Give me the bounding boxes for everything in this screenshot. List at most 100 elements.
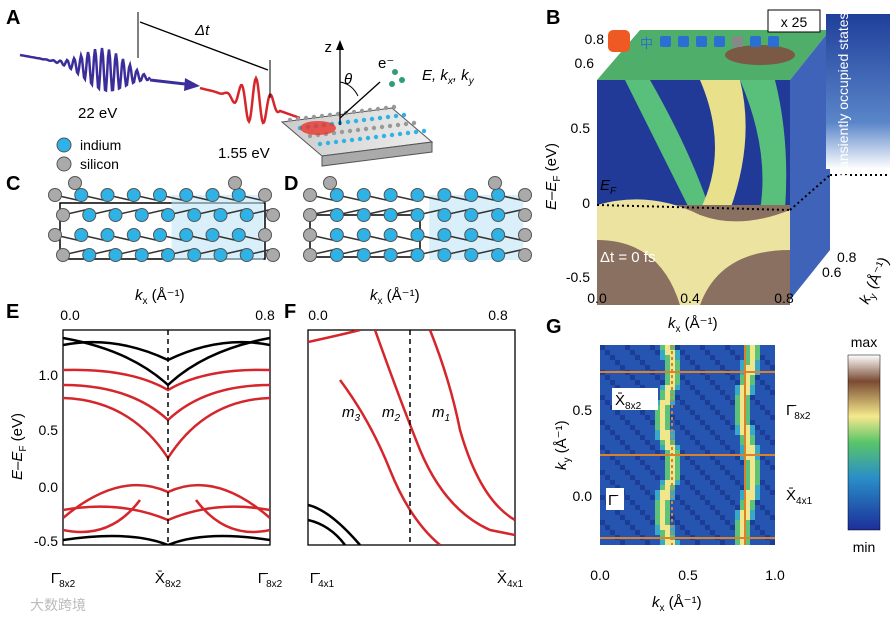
map-cell <box>765 405 770 410</box>
text: 2 <box>394 413 401 424</box>
x-tick-label: 0.0 <box>590 567 610 583</box>
map-cell <box>755 345 760 350</box>
map-cell <box>695 530 700 535</box>
map-cell <box>765 480 770 485</box>
map-cell <box>720 485 725 490</box>
text: 3 <box>355 413 361 424</box>
map-cell <box>625 490 630 495</box>
map-cell <box>750 480 755 485</box>
text: X̄ <box>786 487 796 504</box>
map-cell <box>735 395 740 400</box>
map-cell <box>750 425 755 430</box>
map-cell <box>660 395 665 400</box>
map-cell <box>630 525 635 530</box>
map-cell <box>605 420 610 425</box>
map-cell <box>645 445 650 450</box>
map-cell <box>625 465 630 470</box>
x-tick-label: 1.0 <box>765 567 785 583</box>
map-cell <box>635 460 640 465</box>
map-cell <box>755 480 760 485</box>
map-cell <box>765 450 770 455</box>
map-cell <box>675 470 680 475</box>
atom <box>153 228 167 242</box>
map-cell <box>635 500 640 505</box>
map-cell <box>755 505 760 510</box>
map-cell <box>635 480 640 485</box>
map-cell <box>620 445 625 450</box>
y-tick-label: 1.0 <box>39 367 59 383</box>
map-cell <box>640 475 645 480</box>
atom <box>363 126 369 132</box>
map-cell <box>695 380 700 385</box>
map-cell <box>610 355 615 360</box>
map-cell <box>675 425 680 430</box>
map-cell <box>720 540 725 545</box>
map-cell <box>650 490 655 495</box>
atom <box>341 138 347 144</box>
map-cell <box>730 345 735 350</box>
map-cell <box>745 540 750 545</box>
map-cell <box>730 430 735 435</box>
map-cell <box>740 500 745 505</box>
map-cell <box>715 385 720 390</box>
map-cell <box>700 405 705 410</box>
map-cell <box>700 380 705 385</box>
atom <box>387 123 393 129</box>
atom <box>356 188 371 202</box>
arrowhead <box>184 78 200 91</box>
map-cell <box>720 400 725 405</box>
map-cell <box>670 360 675 365</box>
map-cell <box>650 450 655 455</box>
map-cell <box>660 470 665 475</box>
map-cell <box>720 445 725 450</box>
atom <box>518 248 532 262</box>
text: (Å⁻¹) <box>148 287 185 304</box>
map-cell <box>670 520 675 525</box>
text: 4x1 <box>796 496 813 507</box>
map-cell <box>640 530 645 535</box>
map-cell <box>655 440 660 445</box>
map-cell <box>675 520 680 525</box>
atom <box>464 248 479 262</box>
label-bg <box>606 488 624 510</box>
map-cell <box>650 420 655 425</box>
atom <box>339 129 345 135</box>
map-cell <box>675 460 680 465</box>
map-cell <box>730 380 735 385</box>
atom <box>303 248 317 262</box>
map-cell <box>630 510 635 515</box>
map-cell <box>615 430 620 435</box>
map-cell <box>750 365 755 370</box>
map-cell <box>770 515 775 520</box>
map-cell <box>665 375 670 380</box>
map-cell <box>605 485 610 490</box>
map-cell <box>720 405 725 410</box>
map-cell <box>715 530 720 535</box>
map-cell <box>655 415 660 420</box>
map-cell <box>720 380 725 385</box>
map-cell <box>760 530 765 535</box>
text: x <box>660 603 665 614</box>
map-cell <box>600 525 605 530</box>
bands <box>308 330 515 545</box>
text: Γ̄ <box>786 402 796 419</box>
axis-label: E–EF (eV) <box>543 143 563 210</box>
map-cell <box>745 425 750 430</box>
map-cell <box>630 475 635 480</box>
map-cell <box>750 440 755 445</box>
map-cell <box>615 410 620 415</box>
map-cell <box>700 480 705 485</box>
map-cell <box>640 430 645 435</box>
map-cell <box>685 345 690 350</box>
map-cell <box>735 475 740 480</box>
map-cell <box>765 460 770 465</box>
map-cell <box>735 415 740 420</box>
text: (eV) <box>9 413 26 446</box>
map-cell <box>695 525 700 530</box>
map-cell <box>700 465 705 470</box>
text: (Å⁻¹) <box>665 594 702 611</box>
map-cell <box>655 455 660 460</box>
map-cell <box>675 490 680 495</box>
map-cell <box>735 470 740 475</box>
plot-frame <box>62 329 271 546</box>
